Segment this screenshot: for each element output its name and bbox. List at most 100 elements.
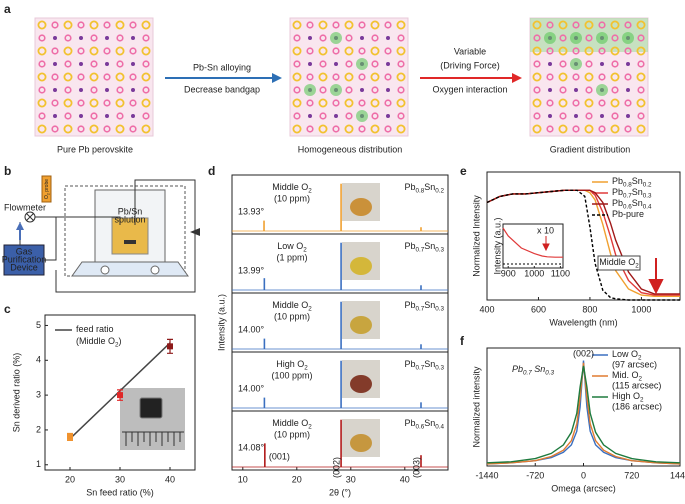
vial bbox=[350, 375, 372, 393]
chip-photo bbox=[120, 388, 185, 450]
site-x bbox=[585, 112, 593, 120]
condition: (1 ppm) bbox=[276, 252, 307, 262]
composition-sub: 0.7 bbox=[415, 364, 424, 371]
site-x bbox=[129, 99, 137, 107]
site-a bbox=[318, 98, 328, 108]
solution bbox=[111, 217, 149, 255]
annotation-part: Middle O bbox=[599, 257, 635, 267]
sn-site bbox=[570, 32, 582, 44]
site-x bbox=[103, 47, 111, 55]
composition-part: Sn bbox=[424, 418, 435, 428]
step-label: Oxygen interaction bbox=[432, 84, 507, 94]
composition-part: Sn bbox=[424, 300, 435, 310]
site-x bbox=[142, 34, 150, 42]
site-x bbox=[306, 125, 314, 133]
site-x bbox=[611, 86, 619, 94]
site-b bbox=[308, 114, 312, 118]
legend-label-sub: 2 bbox=[115, 341, 119, 348]
site-x bbox=[358, 99, 366, 107]
site-x bbox=[306, 21, 314, 29]
chip bbox=[139, 397, 163, 419]
legend-label-part: High O bbox=[612, 391, 640, 401]
site-x bbox=[90, 34, 98, 42]
site-a bbox=[141, 46, 151, 56]
site-b bbox=[574, 114, 578, 118]
site-x bbox=[38, 86, 46, 94]
site-b bbox=[131, 36, 135, 40]
site-x bbox=[293, 86, 301, 94]
site-x bbox=[371, 112, 379, 120]
site-x bbox=[142, 60, 150, 68]
composition-part: Sn bbox=[424, 241, 435, 251]
site-a bbox=[141, 124, 151, 134]
site-x bbox=[51, 47, 59, 55]
composition-sub: 0.7 bbox=[415, 305, 424, 312]
sn-site bbox=[356, 58, 368, 70]
condition: (10 ppm) bbox=[274, 311, 310, 321]
legend-label-sub: 2 bbox=[639, 375, 643, 382]
composition-part: Pb bbox=[404, 300, 415, 310]
site-x bbox=[384, 73, 392, 81]
site-x bbox=[64, 60, 72, 68]
sample-label-sub: 0.3 bbox=[545, 369, 554, 376]
site-a bbox=[115, 20, 125, 30]
legend-label-sub: 2 bbox=[640, 396, 644, 403]
site-a bbox=[141, 98, 151, 108]
site-x bbox=[572, 125, 580, 133]
site-x bbox=[38, 34, 46, 42]
site-a bbox=[370, 98, 380, 108]
label: Flowmeter bbox=[4, 202, 46, 212]
solution-label: solution bbox=[114, 214, 145, 224]
x-axis-label: Wavelength (nm) bbox=[549, 317, 617, 327]
site-x bbox=[371, 34, 379, 42]
site-x bbox=[637, 60, 645, 68]
composition: Pb0.7Sn0.3 bbox=[404, 359, 444, 371]
composition-sub: 0.3 bbox=[435, 246, 444, 253]
site-a bbox=[344, 124, 354, 134]
site-x bbox=[637, 112, 645, 120]
site-a bbox=[318, 124, 328, 134]
lattice bbox=[34, 17, 154, 137]
condition-sub: 2 bbox=[308, 423, 312, 430]
legend-label-part: Low O bbox=[612, 349, 638, 359]
x-tick-label: 900 bbox=[501, 268, 516, 278]
point bbox=[167, 343, 173, 350]
site-b bbox=[386, 36, 390, 40]
legend-label-part: Pb bbox=[612, 176, 623, 186]
site-a bbox=[584, 46, 594, 56]
series-line bbox=[486, 360, 681, 465]
site-x bbox=[397, 86, 405, 94]
site-x bbox=[116, 86, 124, 94]
site-x bbox=[319, 60, 327, 68]
sn-site bbox=[330, 84, 342, 96]
condition-part: Low O bbox=[277, 241, 303, 251]
site-a bbox=[584, 98, 594, 108]
sn-site bbox=[304, 84, 316, 96]
site-b bbox=[131, 88, 135, 92]
knob bbox=[100, 265, 110, 275]
site-x bbox=[358, 125, 366, 133]
x-axis-label: Sn feed ratio (%) bbox=[86, 487, 154, 497]
site-x bbox=[90, 112, 98, 120]
legend-label: Pb0.6Sn0.4 bbox=[612, 198, 652, 210]
legend-label-sub: 0.3 bbox=[643, 192, 652, 199]
panel-label: e bbox=[460, 164, 467, 178]
site-a bbox=[584, 124, 594, 134]
site-x bbox=[637, 86, 645, 94]
site-x bbox=[397, 34, 405, 42]
x-tick-label: 0 bbox=[581, 470, 586, 480]
x-tick-label: 720 bbox=[624, 470, 639, 480]
site-a bbox=[396, 124, 406, 134]
site-x bbox=[293, 112, 301, 120]
site-a bbox=[532, 46, 542, 56]
step-label: (Driving Force) bbox=[440, 60, 500, 70]
site-a bbox=[370, 124, 380, 134]
probe-label-part: O bbox=[44, 195, 50, 199]
site-a bbox=[344, 46, 354, 56]
condition: Middle O2 bbox=[272, 418, 312, 430]
site-a bbox=[292, 46, 302, 56]
site-a bbox=[63, 46, 73, 56]
composition-part: Pb bbox=[404, 241, 415, 251]
site-x bbox=[546, 73, 554, 81]
site-a bbox=[115, 72, 125, 82]
